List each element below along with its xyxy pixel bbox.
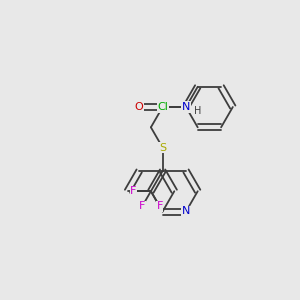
Text: S: S <box>159 142 166 153</box>
Text: F: F <box>130 186 136 196</box>
Text: F: F <box>139 201 145 212</box>
Text: N: N <box>182 206 190 217</box>
Text: H: H <box>194 106 202 116</box>
Text: Cl: Cl <box>157 102 168 112</box>
Text: F: F <box>157 201 163 212</box>
Text: O: O <box>135 102 144 112</box>
Text: N: N <box>182 102 190 112</box>
